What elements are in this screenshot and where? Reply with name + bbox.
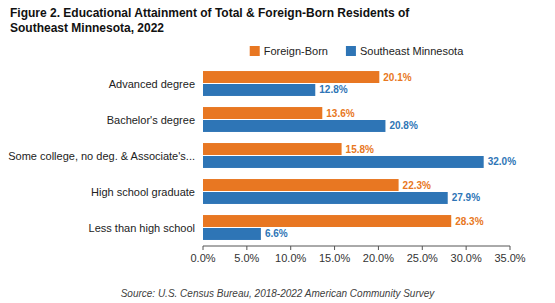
tick-label: 20.0% [363,252,394,264]
legend-label: Foreign-Born [264,45,328,57]
tick-mark [422,246,423,250]
bar [203,215,451,227]
bar [203,192,448,204]
tick-mark [378,246,379,250]
subtitle: Southeast Minnesota, 2022 [10,21,164,35]
data-label: 15.8% [346,144,374,155]
data-label: 6.6% [265,228,288,239]
bar [203,179,399,191]
category-label: High school graduate [91,186,195,198]
data-label: 12.8% [319,84,347,95]
background [0,0,555,303]
value-axis: 0.0% 5.0% 10.0% 15.0% 20.0% 25.0% 30.0% 35.0% [190,246,525,264]
tick-mark [203,246,204,250]
legend-swatch [346,46,356,56]
data-labels: 20.1% 13.6% 15.8% 22.3% 28.3% 12.8% 20.8% 32.0%… [265,72,516,240]
tick-label: 35.0% [494,252,525,264]
category-label: Bachelor's degree [107,114,195,126]
data-label: 13.6% [326,108,354,119]
data-label: 22.3% [403,180,431,191]
category-label: Less than high school [89,222,195,234]
bars [203,71,484,240]
tick-label: 25.0% [407,252,438,264]
bar [203,120,385,132]
tick-mark [334,246,335,250]
title: Figure 2. Educational Attainment of Tota… [10,6,410,20]
bar [203,156,484,168]
tick-label: 10.0% [275,252,306,264]
bar [203,143,342,155]
tick-mark [510,246,511,250]
legend-label: Southeast Minnesota [360,45,464,57]
tick-label: 30.0% [451,252,482,264]
data-label: 28.3% [455,216,483,227]
axis-line [203,246,510,247]
category-label: Some college, no deg. & Associate's... [8,150,195,162]
data-label: 27.9% [452,192,480,203]
legend: Foreign-Born Southeast Minnesota [250,45,464,57]
data-label: 20.8% [389,120,417,131]
bar [203,107,322,119]
data-label: 32.0% [488,156,516,167]
category-label: Advanced degree [109,78,195,90]
tick-mark [290,246,291,250]
bar [203,228,261,240]
data-label: 20.1% [383,72,411,83]
tick-label: 5.0% [234,252,259,264]
chart: Figure 2. Educational Attainment of Tota… [0,0,555,303]
legend-swatch [250,46,260,56]
source-note: Source: U.S. Census Bureau, 2018-2022 Am… [121,288,436,299]
category-axis: Advanced degree Bachelor's degree Some col… [8,78,195,234]
tick-label: 15.0% [319,252,350,264]
bar [203,84,315,96]
tick-mark [246,246,247,250]
tick-label: 0.0% [190,252,215,264]
bar [203,71,379,83]
tick-mark [466,246,467,250]
